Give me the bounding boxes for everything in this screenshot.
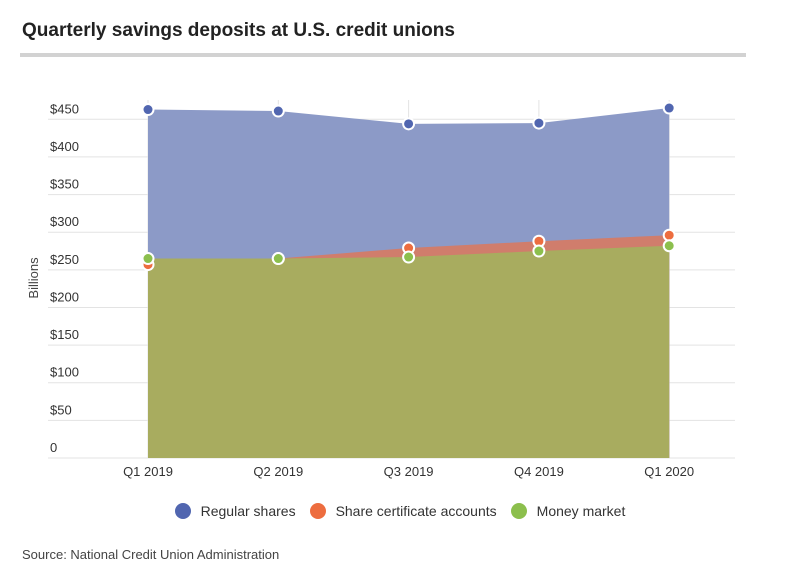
legend: Regular shares Share certificate accounts… [0, 503, 800, 519]
data-point-regular-shares[interactable] [271, 104, 285, 118]
y-tick-label: $100 [50, 365, 79, 380]
x-tick-label: Q4 2019 [514, 464, 564, 479]
x-tick-label: Q1 2020 [644, 464, 694, 479]
data-point-regular-shares[interactable] [662, 101, 676, 115]
data-point-money-market[interactable] [141, 252, 155, 266]
data-point-money-market[interactable] [662, 239, 676, 253]
legend-item[interactable]: Regular shares [174, 503, 296, 519]
x-tick-label: Q1 2019 [123, 464, 173, 479]
legend-marker-icon [510, 503, 527, 519]
area-money-market [148, 245, 670, 458]
legend-item[interactable]: Money market [510, 503, 626, 519]
y-tick-label: $450 [50, 101, 79, 116]
legend-label: Regular shares [200, 503, 296, 519]
data-point-money-market[interactable] [271, 252, 285, 266]
data-point-regular-shares[interactable] [402, 117, 416, 131]
chart-title: Quarterly savings deposits at U.S. credi… [22, 20, 455, 41]
data-point-regular-shares[interactable] [532, 116, 546, 130]
legend-label: Money market [536, 503, 626, 519]
y-tick-label: $300 [50, 214, 79, 229]
y-tick-label: $350 [50, 177, 79, 192]
y-tick-label: $400 [50, 139, 79, 154]
area-chart: 0 $50 $100 $150 $200 $250 $300 $350 $400 $450 Q1 … [26, 100, 735, 479]
y-axis-label: Billions [26, 257, 41, 299]
legend-marker-icon [309, 503, 326, 519]
data-point-share-certificate-accounts[interactable] [662, 228, 676, 242]
x-tick-label: Q2 2019 [253, 464, 303, 479]
legend-item[interactable]: Share certificate accounts [309, 503, 497, 519]
title-divider [20, 53, 746, 57]
y-tick-label: $50 [50, 402, 72, 417]
source-note: Source: National Credit Union Administra… [22, 547, 280, 562]
legend-marker-icon [174, 503, 191, 519]
y-tick-label: $200 [50, 289, 79, 304]
y-tick-label: $150 [50, 327, 79, 342]
legend-label: Share certificate accounts [335, 503, 497, 519]
y-tick-label: 0 [50, 440, 57, 455]
y-tick-label: $250 [50, 252, 79, 267]
data-point-money-market[interactable] [532, 244, 546, 258]
x-tick-label: Q3 2019 [384, 464, 434, 479]
data-point-regular-shares[interactable] [141, 103, 155, 117]
data-point-money-market[interactable] [402, 250, 416, 264]
